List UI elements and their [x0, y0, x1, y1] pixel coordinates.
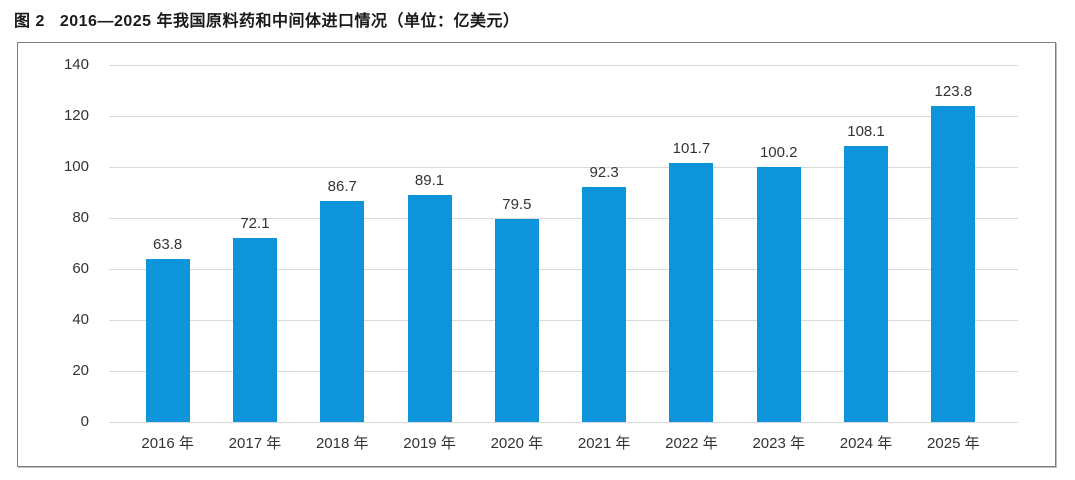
x-tick-label: 2024 年 — [839, 435, 893, 452]
bar-value-label: 89.1 — [414, 171, 445, 189]
bar-2019 年 — [407, 194, 452, 422]
bar-value-label: 86.7 — [327, 177, 357, 195]
gridline-20 — [109, 371, 1018, 372]
bar-slot-2025 年: 123.8 — [910, 65, 997, 422]
x-tick-label: 2022 年 — [665, 435, 718, 452]
gridline-120 — [109, 116, 1018, 117]
figure-number-label: 图 2 — [14, 13, 45, 30]
gridline-0 — [109, 422, 1018, 423]
gridline-60 — [109, 269, 1018, 270]
x-tick-label: 2018 年 — [315, 435, 369, 452]
bar-2020 年 — [494, 219, 539, 422]
bar-slot-2022 年: 101.7 — [648, 65, 735, 422]
gridline-80 — [109, 218, 1018, 219]
y-tick-label-0: 0 — [80, 413, 89, 430]
bar-2016 年 — [145, 259, 190, 422]
bar-value-label: 79.5 — [502, 196, 532, 214]
bar-value-label: 108.1 — [847, 123, 885, 141]
bar-slot-2016 年: 63.8 — [124, 65, 211, 422]
bar-2023 年 — [756, 166, 801, 422]
x-tick-label: 2025 年 — [927, 435, 980, 452]
x-tick-label: 2017 年 — [228, 435, 282, 452]
x-tick-label: 2023 年 — [752, 435, 805, 452]
x-axis-labels: 2016 年 2017 年 2018 年 2019 年 2020 年 2021 年 2022… — [124, 432, 997, 453]
chart-frame: 0 20 40 60 80 100 120 140 63.8 72.1 86.7 89.1 79.5 9… — [17, 42, 1056, 467]
y-tick-label-20: 20 — [72, 362, 89, 379]
bar-value-label: 72.1 — [240, 215, 270, 233]
y-tick-label-40: 40 — [72, 311, 89, 328]
y-tick-label-60: 60 — [72, 260, 89, 277]
bar-slot-2024 年: 108.1 — [822, 65, 909, 422]
bar-slot-2020 年: 79.5 — [473, 65, 560, 422]
bar-value-label: 100.2 — [759, 143, 798, 161]
y-tick-label-80: 80 — [72, 209, 89, 226]
gridline-140 — [109, 65, 1018, 66]
bar-2024 年 — [844, 146, 889, 422]
bar-slot-2017 年: 72.1 — [211, 65, 298, 422]
y-tick-label-100: 100 — [63, 158, 89, 175]
figure-title: 图 2 2016—2025 年我国原料药和中间体进口情况（单位：亿美元） — [14, 7, 520, 31]
bar-value-label: 123.8 — [934, 83, 973, 101]
bar-value-label: 92.3 — [589, 163, 619, 181]
x-tick-label: 2020 年 — [490, 435, 544, 452]
bar-slot-2019 年: 89.1 — [386, 65, 473, 422]
bar-2022 年 — [669, 162, 714, 422]
bar-value-label: 63.8 — [153, 236, 183, 254]
bar-2017 年 — [232, 238, 277, 422]
gridline-100 — [109, 167, 1018, 168]
bar-series: 63.8 72.1 86.7 89.1 79.5 92.3 101.7 100.2 108.1 1… — [124, 65, 997, 422]
bar-2018 年 — [320, 200, 365, 422]
figure-title-text: 2016—2025 年我国原料药和中间体进口情况（单位：亿美元） — [59, 13, 520, 30]
bar-2025 年 — [931, 106, 976, 422]
x-tick-label: 2019 年 — [403, 435, 456, 452]
y-tick-label-120: 120 — [63, 107, 89, 124]
bar-slot-2018 年: 86.7 — [299, 65, 386, 422]
gridline-40 — [109, 320, 1018, 321]
bar-2021 年 — [582, 186, 627, 422]
y-tick-label-140: 140 — [63, 56, 89, 73]
x-tick-label: 2021 年 — [577, 435, 631, 452]
bar-slot-2023 年: 100.2 — [735, 65, 822, 422]
bar-slot-2021 年: 92.3 — [560, 65, 647, 422]
bar-value-label: 101.7 — [672, 139, 711, 157]
x-tick-label: 2016 年 — [141, 435, 194, 452]
